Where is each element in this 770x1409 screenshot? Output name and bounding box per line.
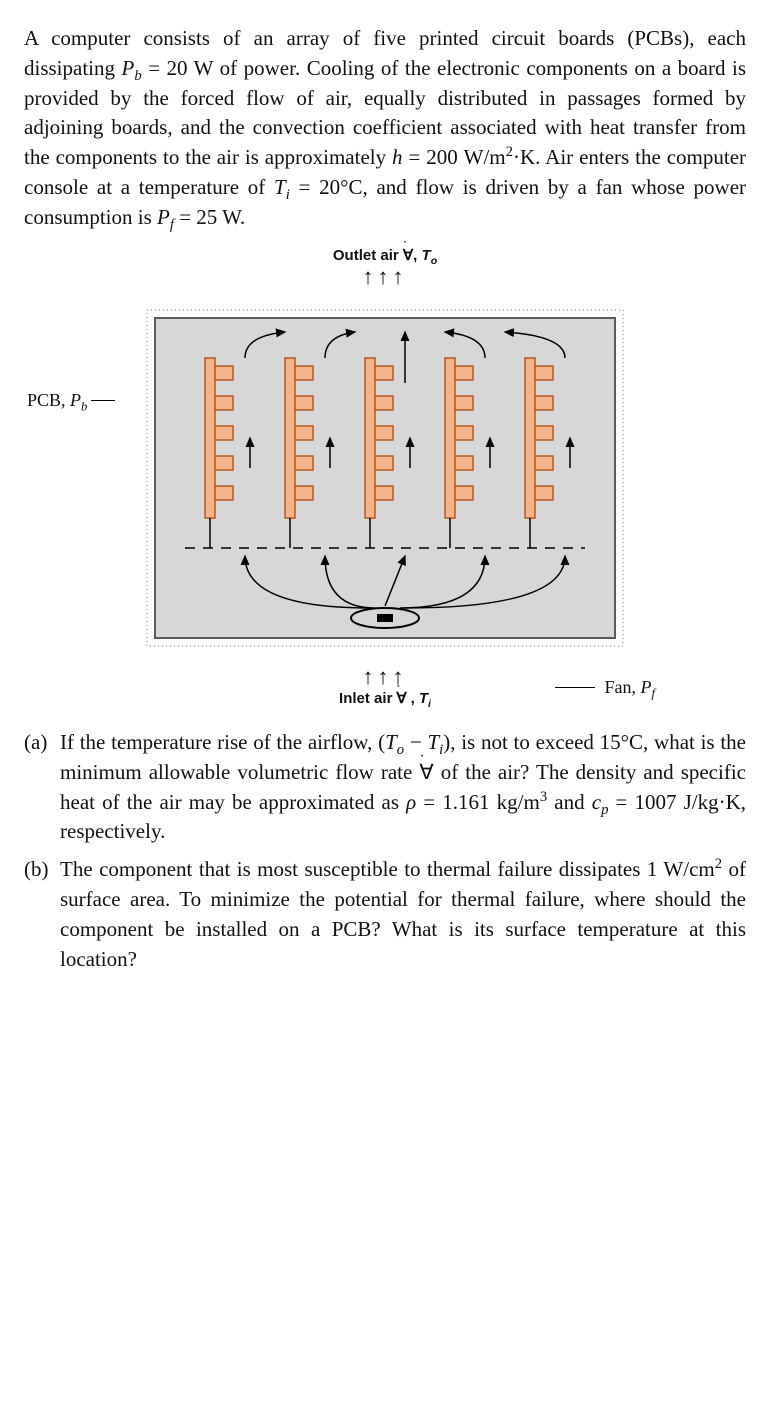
part-a: (a) If the temperature rise of the airfl… (24, 728, 746, 847)
dtmax: 15°C (600, 730, 643, 754)
diagram-svg (125, 288, 645, 668)
figure: Outlet air ∀˙, To ↑↑↑ PCB, Pb (24, 245, 746, 708)
part-b: (b) The component that is most susceptib… (24, 855, 746, 974)
pf-value: 25 W (196, 205, 240, 229)
h-value: 200 (426, 145, 458, 169)
inlet-arrows: ↑↑↑ (362, 666, 407, 688)
outlet-arrows: ↑↑↑ (363, 266, 408, 288)
pb-value: 20 W (167, 56, 214, 80)
cp: 1007 (635, 790, 677, 814)
fan-label: Fan, Pf (555, 675, 656, 701)
flux: 1 (647, 857, 658, 881)
part-b-label: (b) (24, 855, 60, 974)
part-a-body: If the temperature rise of the airflow, … (60, 728, 746, 847)
problem-statement: A computer consists of an array of five … (24, 24, 746, 233)
outlet-label: Outlet air ∀˙, To (333, 245, 437, 266)
inlet-label: Inlet air ∀˙, Ti (339, 688, 431, 709)
outlet-text: Outlet air ∀˙, To (333, 245, 437, 266)
ti-value: 20°C (319, 175, 362, 199)
rho: 1.161 (442, 790, 489, 814)
part-a-label: (a) (24, 728, 60, 847)
pcb-label: PCB, Pb (27, 388, 115, 414)
part-b-body: The component that is most susceptible t… (60, 855, 746, 974)
